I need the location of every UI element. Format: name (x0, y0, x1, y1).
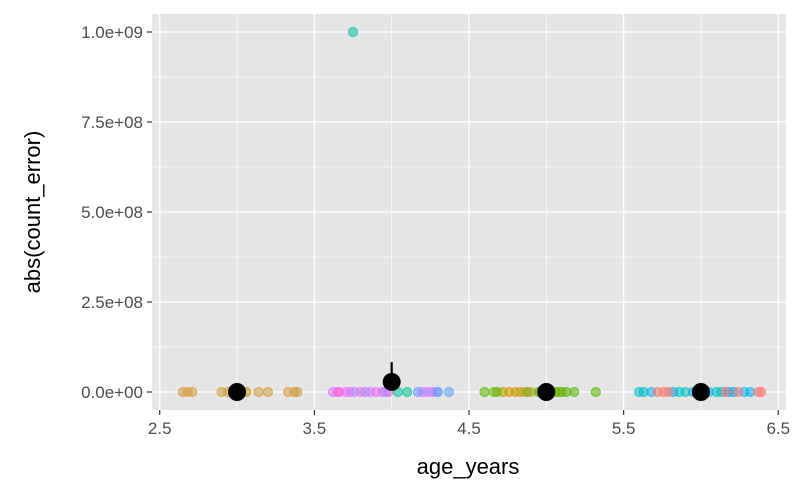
summary-point (382, 372, 401, 391)
data-point (292, 386, 303, 397)
data-point (402, 386, 413, 397)
x-axis-title: age_years (417, 454, 520, 479)
major-gridlines (152, 14, 786, 410)
y-tick-label: 0.0e+00 (81, 383, 143, 402)
data-point (262, 386, 273, 397)
summary-points (228, 362, 710, 401)
data-point (187, 386, 198, 397)
data-point (756, 386, 767, 397)
y-axis-title: abs(count_error) (20, 131, 45, 294)
data-point (348, 26, 359, 37)
x-tick-label: 3.5 (303, 419, 327, 438)
x-tick-label: 5.5 (612, 419, 636, 438)
data-point (553, 386, 564, 397)
data-point (733, 386, 744, 397)
data-points (177, 26, 767, 397)
data-point (720, 386, 731, 397)
y-tick-labels: 0.0e+00 2.5e+08 5.0e+08 7.5e+08 1.0e+09 (81, 23, 143, 402)
y-tick-label: 7.5e+08 (81, 113, 143, 132)
y-tick-label: 5.0e+08 (81, 203, 143, 222)
data-point (488, 386, 499, 397)
y-tick-label: 1.0e+09 (81, 23, 143, 42)
data-point (479, 386, 490, 397)
data-point (253, 386, 264, 397)
data-point (433, 386, 444, 397)
summary-point (228, 383, 247, 401)
x-tick-label: 2.5 (148, 419, 172, 438)
data-point (569, 386, 580, 397)
x-tick-label: 4.5 (457, 419, 481, 438)
x-tick-label: 6.5 (766, 419, 790, 438)
summary-point (691, 383, 710, 401)
summary-point (537, 383, 556, 401)
data-point (663, 386, 674, 397)
data-point (360, 386, 371, 397)
axis-ticks (147, 31, 779, 415)
data-point (334, 386, 345, 397)
data-point (443, 386, 454, 397)
x-tick-labels: 2.5 3.5 4.5 5.5 6.5 (148, 419, 790, 438)
data-point (590, 386, 601, 397)
data-point (412, 386, 423, 397)
data-point (422, 386, 433, 397)
data-point (349, 386, 360, 397)
data-point (522, 386, 533, 397)
y-tick-label: 2.5e+08 (81, 293, 143, 312)
